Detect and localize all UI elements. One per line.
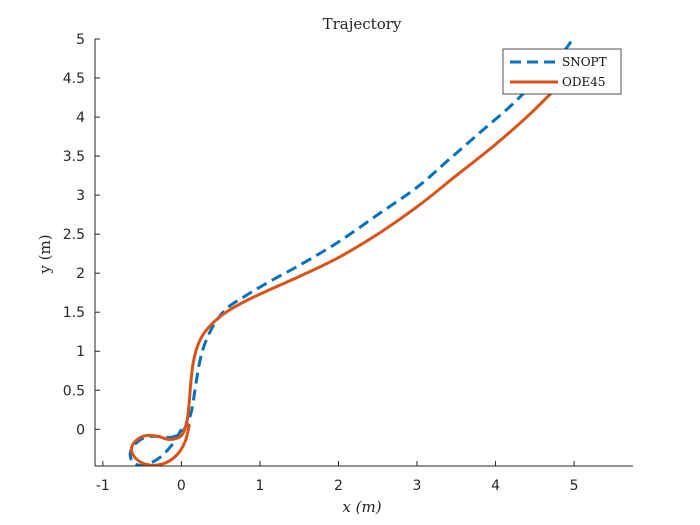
series-line-snopt (128, 39, 573, 466)
x-tick-label: 4 (491, 478, 500, 494)
x-tick-label: 0 (177, 478, 186, 494)
chart-title: Trajectory (323, 15, 402, 33)
legend-label-ode45: ODE45 (562, 75, 606, 89)
y-tick-label: 1 (76, 344, 85, 360)
y-tick-label: 4.5 (63, 71, 85, 87)
series-line-ode45 (129, 80, 564, 466)
x-tick-label: -1 (96, 478, 110, 494)
y-tick-label: 0.5 (63, 383, 85, 399)
y-tick-label: 3 (76, 188, 85, 204)
x-tick-label: 1 (255, 478, 264, 494)
legend: SNOPT ODE45 (502, 48, 622, 95)
x-tick-label: 5 (570, 478, 579, 494)
y-tick-label: 2.5 (63, 227, 85, 243)
y-tick-label: 2 (76, 266, 85, 282)
plot-area (95, 39, 633, 466)
legend-box (502, 48, 622, 95)
x-tick-label: 2 (334, 478, 343, 494)
y-tick-label: 3.5 (63, 149, 85, 165)
y-tick-label: 1.5 (63, 305, 85, 321)
x-tick-label: 3 (413, 478, 422, 494)
y-tick-label: 0 (76, 422, 85, 438)
axes-layer: -1 0 1 2 3 4 5 0 0.5 1 1.5 2 2.5 3 3.5 4 4.5 5 (63, 32, 633, 494)
y-tick-label: 5 (76, 32, 85, 48)
y-axis-label: y (m) (36, 234, 54, 274)
legend-label-snopt: SNOPT (562, 55, 607, 69)
series-layer (128, 39, 573, 466)
x-axis-label: x (m) (342, 498, 381, 516)
y-tick-label: 4 (76, 110, 85, 126)
